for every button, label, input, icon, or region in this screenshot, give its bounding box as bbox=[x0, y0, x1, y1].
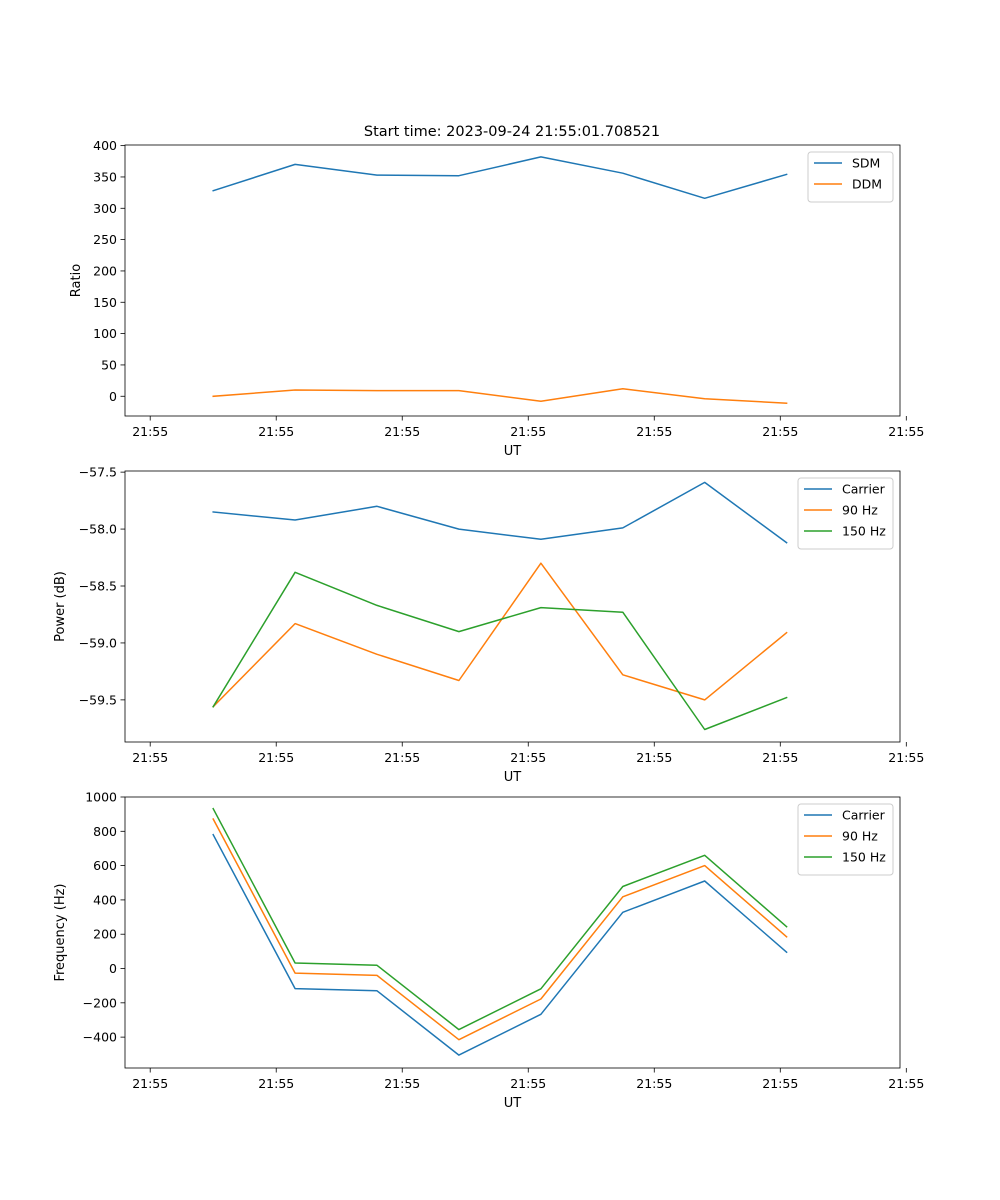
x-tick-label: 21:55 bbox=[384, 750, 420, 765]
series-line-150-hz bbox=[212, 807, 788, 1031]
y-tick-label: 100 bbox=[93, 326, 117, 341]
legend: Carrier 90 Hz 150 Hz bbox=[797, 477, 894, 550]
x-tick-label: 21:55 bbox=[510, 1076, 546, 1091]
x-tick-label: 21:55 bbox=[132, 1076, 168, 1091]
y-axis-label: Power (dB) bbox=[53, 571, 68, 642]
legend-label: 150 Hz bbox=[842, 850, 886, 865]
y-tick-label: 350 bbox=[93, 169, 117, 184]
panel-3: 21:5521:5521:5521:5521:5521:5521:5521:56… bbox=[53, 790, 924, 1112]
x-tick-label: 21:55 bbox=[762, 1076, 798, 1091]
legend: SDM DDM bbox=[807, 151, 894, 203]
y-tick-label: −58.0 bbox=[79, 522, 117, 537]
x-axis-label: UT bbox=[504, 444, 522, 459]
legend-frame bbox=[807, 151, 894, 203]
y-tick-label: 150 bbox=[93, 295, 117, 310]
plot-area bbox=[124, 470, 901, 743]
y-tick-label: 800 bbox=[93, 824, 117, 839]
y-tick-label: 400 bbox=[93, 892, 117, 907]
x-tick-label: 21:55 bbox=[888, 424, 924, 439]
series-line-90-hz bbox=[212, 817, 788, 1041]
x-tick-label: 21:55 bbox=[384, 1076, 420, 1091]
y-tick-label: −400 bbox=[83, 1030, 117, 1045]
legend-label: Carrier bbox=[842, 482, 886, 497]
legend-label: 150 Hz bbox=[842, 524, 886, 539]
legend-label: Carrier bbox=[842, 808, 886, 823]
x-axis-label: UT bbox=[504, 770, 522, 785]
x-tick-label: 21:55 bbox=[888, 750, 924, 765]
x-tick-label: 21:55 bbox=[258, 750, 294, 765]
series-line-carrier bbox=[212, 481, 788, 544]
x-tick-label: 21:55 bbox=[636, 424, 672, 439]
x-tick-label: 21:55 bbox=[636, 1076, 672, 1091]
x-tick-label: 21:55 bbox=[762, 424, 798, 439]
y-axis-label: Ratio bbox=[69, 264, 84, 297]
x-tick-label: 21:55 bbox=[258, 424, 294, 439]
y-tick-label: 200 bbox=[93, 263, 117, 278]
y-axis-label: Frequency (Hz) bbox=[53, 883, 68, 981]
y-tick-label: −200 bbox=[83, 995, 117, 1010]
x-tick-label: 21:55 bbox=[132, 424, 168, 439]
panel-1: 21:5521:5521:5521:5521:5521:5521:5521:56… bbox=[69, 138, 924, 459]
plot-area bbox=[124, 796, 901, 1069]
y-tick-label: 200 bbox=[93, 927, 117, 942]
x-tick-label: 21:55 bbox=[258, 1076, 294, 1091]
x-tick-label: 21:55 bbox=[384, 424, 420, 439]
y-tick-label: 300 bbox=[93, 201, 117, 216]
y-tick-label: −57.5 bbox=[79, 465, 117, 480]
legend: Carrier 90 Hz 150 Hz bbox=[797, 803, 894, 876]
y-tick-label: 50 bbox=[101, 357, 117, 372]
y-tick-label: 0 bbox=[109, 389, 117, 404]
chart-title: Start time: 2023-09-24 21:55:01.708521 bbox=[364, 124, 660, 140]
x-tick-label: 21:55 bbox=[510, 750, 546, 765]
series-line-150-hz bbox=[212, 571, 788, 731]
y-tick-label: −58.5 bbox=[79, 579, 117, 594]
series-line-carrier bbox=[212, 833, 788, 1056]
y-tick-label: −59.5 bbox=[79, 692, 117, 707]
panel-2: 21:5521:5521:5521:5521:5521:5521:5521:56… bbox=[53, 465, 924, 785]
x-tick-label: 21:55 bbox=[888, 1076, 924, 1091]
legend-label: DDM bbox=[852, 177, 882, 192]
y-tick-label: 1000 bbox=[85, 790, 117, 805]
series-line-90-hz bbox=[212, 562, 788, 708]
series-line-ddm bbox=[212, 387, 788, 404]
x-tick-label: 21:55 bbox=[132, 750, 168, 765]
y-tick-label: 600 bbox=[93, 858, 117, 873]
x-tick-label: 21:55 bbox=[510, 424, 546, 439]
y-tick-label: 400 bbox=[93, 138, 117, 153]
x-tick-label: 21:55 bbox=[636, 750, 672, 765]
y-tick-label: 250 bbox=[93, 232, 117, 247]
y-tick-label: 0 bbox=[109, 961, 117, 976]
x-axis-label: UT bbox=[504, 1096, 522, 1111]
x-tick-label: 21:55 bbox=[762, 750, 798, 765]
legend-label: 90 Hz bbox=[842, 829, 878, 844]
legend-label: 90 Hz bbox=[842, 503, 878, 518]
y-tick-label: −59.0 bbox=[79, 635, 117, 650]
series-line-sdm bbox=[212, 156, 788, 200]
legend-label: SDM bbox=[852, 156, 880, 171]
plot-area bbox=[124, 144, 901, 417]
